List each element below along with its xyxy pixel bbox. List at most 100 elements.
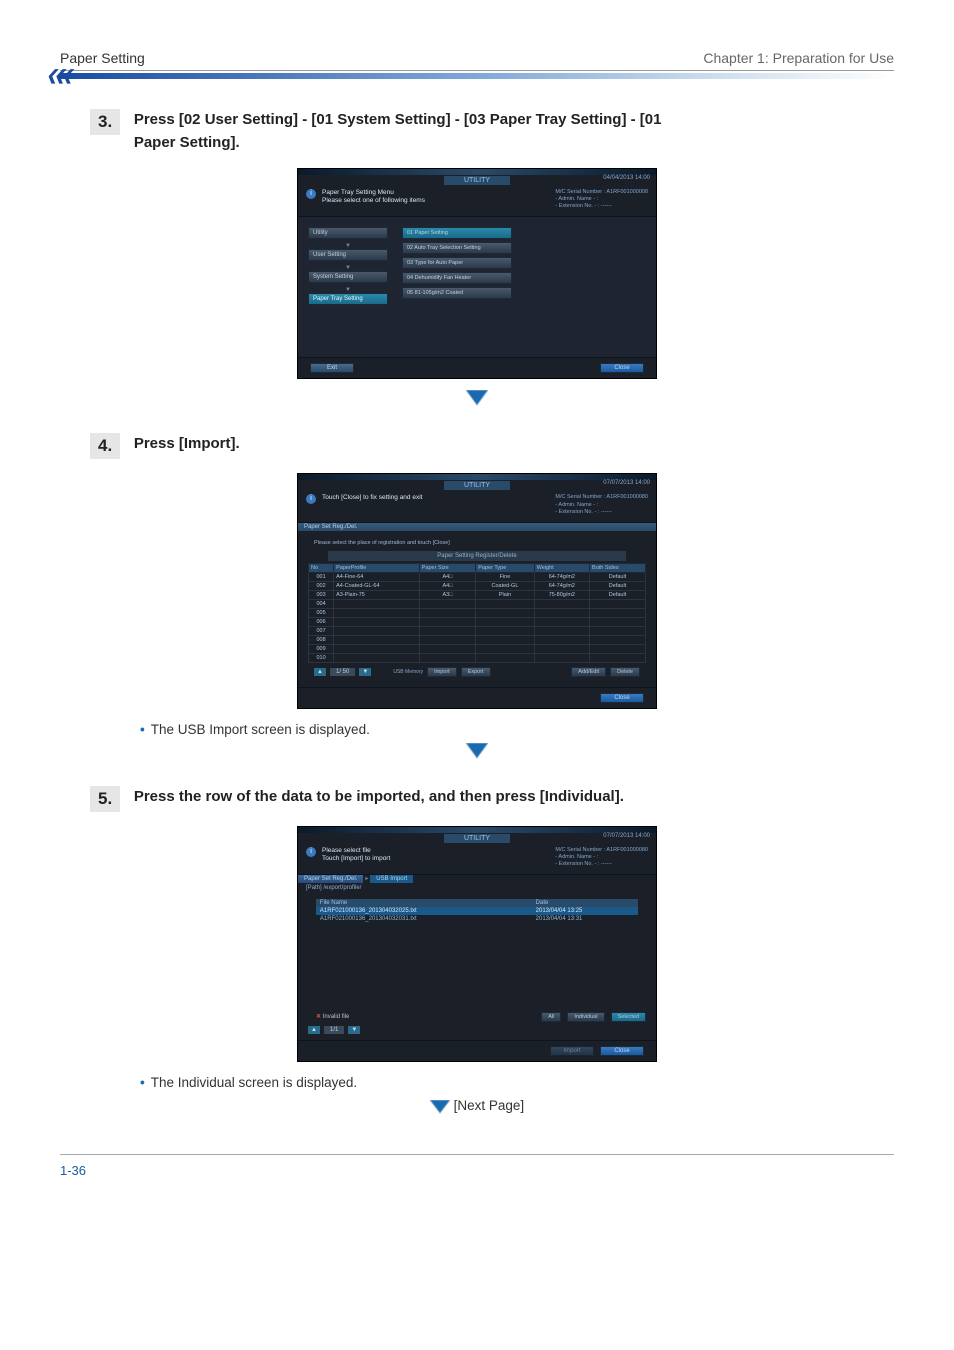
path: [Path] /export/profile/ xyxy=(298,883,656,893)
close-button[interactable]: Close xyxy=(600,363,644,373)
table-row[interactable]: 004 xyxy=(309,599,646,608)
menu-utility[interactable]: Utility xyxy=(308,227,388,239)
table-cell: A4-Fine-64 xyxy=(334,572,420,581)
table-header: Weight xyxy=(534,563,589,572)
table-cell: A3-Plain-75 xyxy=(334,590,420,599)
table-row[interactable]: 008 xyxy=(309,635,646,644)
table-cell xyxy=(534,599,589,608)
chevron-icon: ❮❮❮ xyxy=(46,67,69,84)
table-cell xyxy=(534,617,589,626)
table-cell xyxy=(419,599,475,608)
step-5: 5. Press the row of the data to be impor… xyxy=(90,786,864,1114)
table-cell xyxy=(590,653,646,662)
paper-table: NoPaperProfilePaper SizePaper TypeWeight… xyxy=(308,563,646,663)
table-cell: 010 xyxy=(309,653,334,662)
add-edit-button[interactable]: Add/Edit xyxy=(571,667,606,677)
table-cell: Fine xyxy=(476,572,534,581)
info-icon: i xyxy=(306,189,316,199)
table-cell xyxy=(476,608,534,617)
datetime: 07/07/2013 14:00 xyxy=(603,833,650,839)
table-cell xyxy=(590,635,646,644)
ext: - Extension No. - : ------ xyxy=(555,203,648,210)
table-cell: 003 xyxy=(309,590,334,599)
exit-button[interactable]: Exit xyxy=(310,363,354,373)
table-cell: 001 xyxy=(309,572,334,581)
pager: 1/ 50 xyxy=(330,668,355,676)
table-cell: 007 xyxy=(309,626,334,635)
page-down-button[interactable]: ▼ xyxy=(348,1026,360,1034)
table-row[interactable]: 010 xyxy=(309,653,646,662)
crumb2: USB Import xyxy=(370,875,413,883)
step-title: Press [Import]. xyxy=(134,433,240,456)
page-up-button[interactable]: ▲ xyxy=(308,1026,320,1034)
table-cell xyxy=(534,635,589,644)
table-cell xyxy=(419,608,475,617)
delete-button[interactable]: Delete xyxy=(610,667,640,677)
info-icon: i xyxy=(306,494,316,504)
submenu-type-auto[interactable]: 03 Type for Auto Paper xyxy=(402,257,512,269)
table-header: Paper Size xyxy=(419,563,475,572)
table-cell xyxy=(590,608,646,617)
header-left: Paper Setting xyxy=(60,50,145,66)
step-number: 4. xyxy=(90,433,120,459)
table-cell: 75-80g/m2 xyxy=(534,590,589,599)
step-number: 3. xyxy=(90,109,120,135)
export-button[interactable]: Export xyxy=(461,667,491,677)
table-row[interactable]: 005 xyxy=(309,608,646,617)
table-header: Both Sides xyxy=(590,563,646,572)
step-number: 5. xyxy=(90,786,120,812)
header-right: Chapter 1: Preparation for Use xyxy=(703,50,894,66)
table-cell: A4□ xyxy=(419,572,475,581)
table-row[interactable]: 006 xyxy=(309,617,646,626)
page-down-button[interactable]: ▼ xyxy=(359,668,371,676)
table-cell xyxy=(419,635,475,644)
table-cell xyxy=(334,617,420,626)
submenu-paper-setting[interactable]: 01 Paper Setting xyxy=(402,227,512,239)
bullet-icon: • xyxy=(140,1075,145,1090)
file-row[interactable]: A1RF021000136_201304032031.txt2013/04/04… xyxy=(316,915,638,923)
screenshot-5: UTILITY 07/07/2013 14:00 i Please select… xyxy=(297,826,657,1062)
table-cell xyxy=(590,644,646,653)
file-name: A1RF021000136_201304032031.txt xyxy=(316,915,520,923)
screenshot-3: UTILITY 04/04/2013 14:00 i Paper Tray Se… xyxy=(297,168,657,379)
table-cell: 002 xyxy=(309,581,334,590)
menu-paper-tray-setting[interactable]: Paper Tray Setting xyxy=(308,293,388,305)
submenu-coated[interactable]: 05 81-105g/m2 Coated xyxy=(402,287,512,299)
table-cell: A4□ xyxy=(419,581,475,590)
submenu-dehumidify[interactable]: 04 Dehumidify Fan Heater xyxy=(402,272,512,284)
table-cell xyxy=(334,626,420,635)
table-row[interactable]: 009 xyxy=(309,644,646,653)
table-row[interactable]: 002A4-Coated-GL-64A4□Coated-GL64-74g/m2D… xyxy=(309,581,646,590)
down-arrow-icon xyxy=(90,390,864,409)
table-row[interactable]: 001A4-Fine-64A4□Fine64-74g/m2Default xyxy=(309,572,646,581)
step-title: Press the row of the data to be imported… xyxy=(134,786,624,809)
all-button[interactable]: All xyxy=(541,1012,561,1022)
table-cell xyxy=(334,644,420,653)
table-header: No xyxy=(309,563,334,572)
step-3: 3. Press [02 User Setting] - [01 System … xyxy=(90,109,864,409)
close-button[interactable]: Close xyxy=(600,693,644,703)
import-button[interactable]: Import xyxy=(550,1046,594,1056)
individual-button[interactable]: Individual xyxy=(567,1012,604,1022)
table-cell xyxy=(419,626,475,635)
datetime: 04/04/2013 14:00 xyxy=(603,175,650,181)
next-page-label: [Next Page] xyxy=(454,1098,525,1113)
table-row[interactable]: 007 xyxy=(309,626,646,635)
menu-system-setting[interactable]: System Setting xyxy=(308,271,388,283)
close-button[interactable]: Close xyxy=(600,1046,644,1056)
selected-button[interactable]: Selected xyxy=(611,1012,646,1022)
table-cell: 004 xyxy=(309,599,334,608)
page-up-button[interactable]: ▲ xyxy=(314,668,326,676)
table-cell: Default xyxy=(590,590,646,599)
table-cell xyxy=(419,653,475,662)
import-button[interactable]: Import xyxy=(427,667,457,677)
table-header: Paper Type xyxy=(476,563,534,572)
table-cell xyxy=(476,599,534,608)
table-row[interactable]: 003A3-Plain-75A3□Plain75-80g/m2Default xyxy=(309,590,646,599)
submenu-auto-tray[interactable]: 02 Auto Tray Selection Setting xyxy=(402,242,512,254)
utility-label: UTILITY xyxy=(444,176,510,185)
menu-user-setting[interactable]: User Setting xyxy=(308,249,388,261)
admin: - Admin. Name - : xyxy=(555,502,648,509)
file-row[interactable]: A1RF021000136_201304032025.txt2013/04/04… xyxy=(316,907,638,915)
info-line2: Please select one of following items xyxy=(322,197,425,205)
